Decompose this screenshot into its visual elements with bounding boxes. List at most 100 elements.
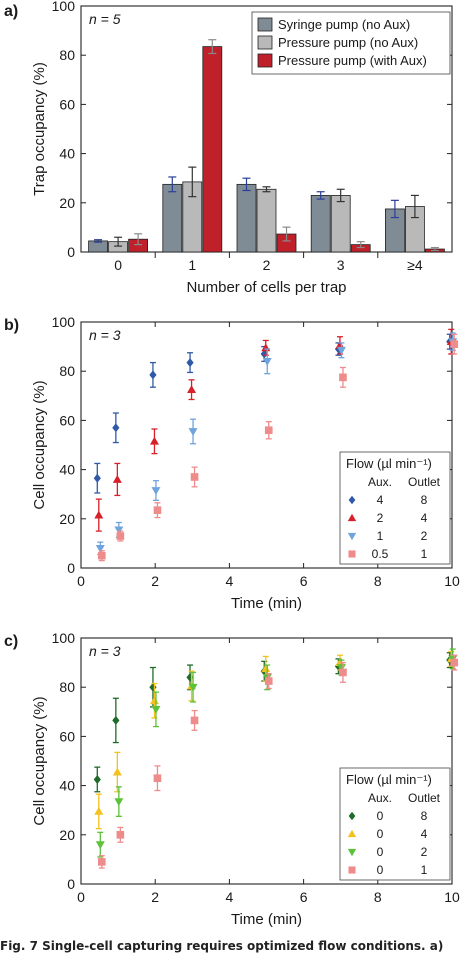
data-point <box>153 774 162 783</box>
data-point <box>151 487 161 496</box>
legend-outlet: 4 <box>421 511 428 525</box>
legend-box <box>339 451 451 565</box>
x-tick-label: 0 <box>114 257 122 273</box>
x-tick-label: 6 <box>300 889 308 905</box>
y-tick-label: 40 <box>59 778 75 794</box>
data-point <box>114 526 124 535</box>
plot-frame <box>80 321 453 569</box>
legend-aux: 0 <box>377 827 384 841</box>
legend-aux: 0 <box>377 845 384 859</box>
data-point <box>264 426 273 435</box>
x-tick-label: 6 <box>300 573 308 589</box>
data-point <box>190 716 199 725</box>
data-point <box>190 473 199 481</box>
data-point <box>188 428 198 436</box>
data-point <box>261 664 271 673</box>
error-bar <box>316 191 325 200</box>
data-point <box>262 357 272 366</box>
legend-outlet: 2 <box>421 529 428 543</box>
error-bar <box>262 186 271 193</box>
legend-entry: Pressure pump (with Aux) <box>278 53 427 68</box>
bar <box>256 188 277 253</box>
y-tick-label: 0 <box>67 876 75 892</box>
data-point <box>116 532 125 540</box>
legend-entry: Pressure pump (no Aux) <box>278 35 418 50</box>
y-tick-label: 20 <box>59 195 75 211</box>
series-square <box>97 654 459 869</box>
legend-outlet: 8 <box>421 809 428 823</box>
x-tick-label: 2 <box>263 257 271 273</box>
error-bar <box>168 176 177 193</box>
y-axis-label: Cell occupancy (%) <box>31 380 48 509</box>
series-diamond <box>93 333 454 494</box>
legend-title: Flow (µl min⁻¹) <box>346 456 432 471</box>
legend-marker <box>348 866 356 874</box>
legend-box <box>339 767 451 881</box>
y-tick-label: 0 <box>67 244 75 260</box>
y-tick-label: 80 <box>59 47 75 63</box>
legend-marker <box>347 848 357 857</box>
data-point <box>97 858 106 866</box>
legend-outlet: 4 <box>421 827 428 841</box>
legend-swatch <box>257 53 273 68</box>
data-point <box>116 830 125 839</box>
data-point <box>112 423 120 433</box>
data-point <box>261 343 271 352</box>
y-tick-label: 80 <box>59 679 75 695</box>
data-point <box>335 340 345 349</box>
plot-frame <box>80 637 453 885</box>
error-bar <box>410 194 419 219</box>
data-point <box>336 664 346 673</box>
legend-aux: 4 <box>377 493 384 507</box>
y-tick-label: 60 <box>59 728 75 744</box>
series-square <box>97 333 459 562</box>
bar <box>202 46 223 253</box>
y-tick-label: 100 <box>52 0 76 14</box>
x-tick-label: 0 <box>77 573 85 589</box>
data-point <box>151 705 161 714</box>
x-tick-label: 1 <box>188 257 196 273</box>
legend-outlet: 8 <box>421 493 428 507</box>
panel-label: a) <box>4 3 18 20</box>
y-tick-label: 40 <box>59 146 75 162</box>
legend-swatch <box>257 17 273 32</box>
error-bar <box>390 199 399 219</box>
figure-caption: Fig. 7 Single-cell capturing requires op… <box>0 939 444 953</box>
y-tick-label: 100 <box>52 630 76 646</box>
bar <box>310 195 331 253</box>
data-point <box>94 806 104 815</box>
x-tick-label: 8 <box>374 573 382 589</box>
y-tick-label: 40 <box>59 462 75 478</box>
x-tick-label: 4 <box>226 889 234 905</box>
legend-marker <box>348 550 356 558</box>
data-point <box>153 506 162 515</box>
x-tick-label: 10 <box>444 573 460 589</box>
legend-aux: 2 <box>377 511 384 525</box>
data-point <box>149 370 157 380</box>
legend-marker <box>347 829 357 838</box>
panel-b: b) n = 3 0 20 40 60 80 100 Cell occupancy (%) 0 2 4… <box>4 314 460 612</box>
y-axis-label: Trap occupancy (%) <box>31 62 48 196</box>
error-bar <box>242 177 251 192</box>
panel-label: b) <box>4 317 19 334</box>
data-point <box>112 767 122 776</box>
error-bar <box>208 39 217 55</box>
data-point <box>93 473 101 483</box>
legend: Flow (µl min⁻¹) Aux. Outlet 4 8 2 4 1 2 0.5 1 <box>339 451 451 565</box>
legend-marker <box>348 495 356 505</box>
error-bar <box>134 233 143 246</box>
legend-swatch <box>257 35 273 50</box>
x-tick-label: 2 <box>151 889 159 905</box>
x-axis-label: Number of cells per trap <box>186 279 346 296</box>
legend-marker <box>348 811 356 821</box>
legend-col-header: Aux. <box>368 791 392 805</box>
y-axis-label: Cell occupancy (%) <box>31 696 48 825</box>
legend-aux: 0 <box>377 863 384 877</box>
panel-a: a) n = 5 0 20 40 60 80 100 Trap occupancy (%) 0 1 2… <box>4 0 453 296</box>
data-point <box>188 683 198 692</box>
n-annotation: n = 5 <box>89 11 121 27</box>
error-bar <box>356 241 365 249</box>
legend-aux: 0.5 <box>372 547 389 561</box>
legend-aux: 1 <box>377 529 384 543</box>
